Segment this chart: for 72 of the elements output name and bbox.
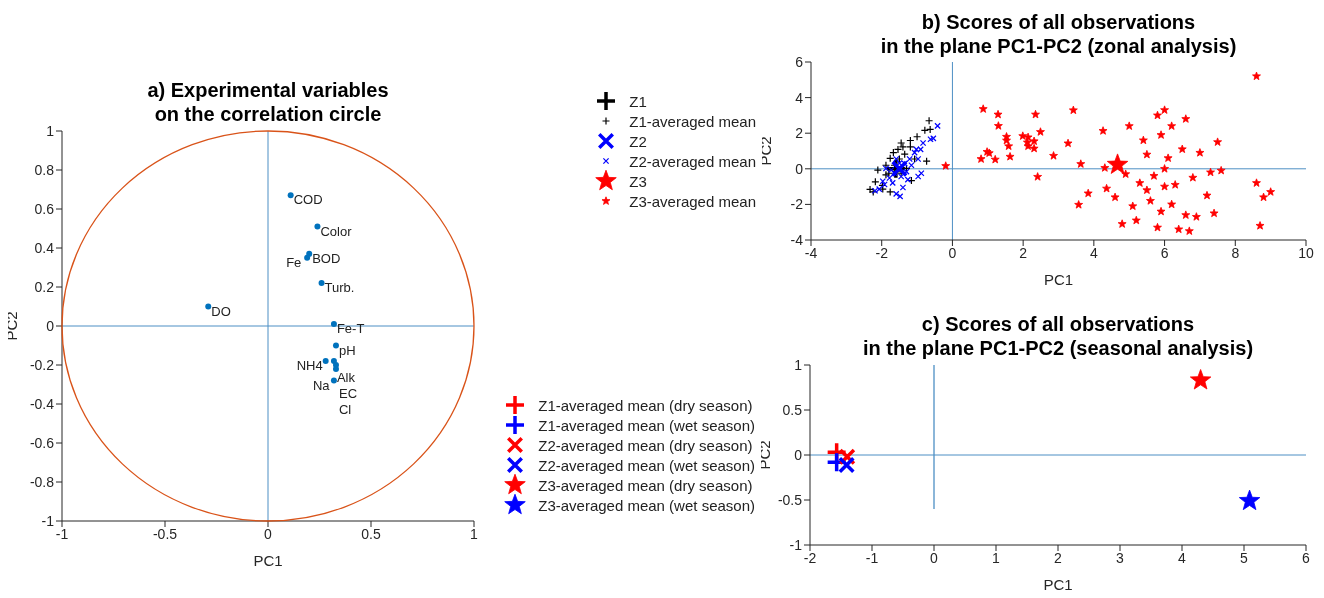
y-tick-label: -4 xyxy=(790,231,804,248)
legend-label: Z2-averaged mean (wet season) xyxy=(538,456,755,474)
legend-label: Z3-averaged mean xyxy=(629,192,756,210)
x-tick-label: 0.5 xyxy=(361,525,381,542)
annotation: Color xyxy=(320,223,353,239)
x-tick-label: 3 xyxy=(1116,549,1125,566)
y-tick-label: -1 xyxy=(41,512,55,529)
annotation: Na xyxy=(312,377,331,393)
x-tick-label: 5 xyxy=(1240,549,1249,566)
x-tick-label: 0 xyxy=(948,244,957,261)
annotation: Fe xyxy=(286,254,302,270)
annotation: Alk xyxy=(336,370,356,386)
x-tick-label: -2 xyxy=(875,244,889,261)
chart-title: a) Experimental variables on the correlation circle xyxy=(147,78,389,126)
x-tick-label: 4 xyxy=(1178,549,1187,566)
x-tick-label: 8 xyxy=(1231,244,1240,261)
x-tick-label: 0 xyxy=(264,525,273,542)
x-axis-title: PC1 xyxy=(1043,271,1074,288)
y-tick-label: 0.2 xyxy=(34,278,55,295)
y-tick-label: 0.8 xyxy=(34,161,55,178)
annotation: COD xyxy=(293,192,323,208)
annotation: Fe-T xyxy=(336,321,365,337)
legend-label: Z3-averaged mean (dry season) xyxy=(538,476,753,494)
annotation: Turb. xyxy=(324,280,355,296)
x-tick-label: -1 xyxy=(865,549,879,566)
legend-label: Z2-averaged mean xyxy=(629,152,756,170)
y-tick-label: 0 xyxy=(794,446,803,463)
annotation: Cl xyxy=(338,401,352,417)
y-tick-label: -0.2 xyxy=(29,356,55,373)
y-tick-label: 1 xyxy=(46,122,55,139)
legend-label: Z2 xyxy=(629,132,647,150)
x-tick-label: 6 xyxy=(1160,244,1169,261)
y-tick-label: -0.6 xyxy=(29,434,55,451)
annotation: NH4 xyxy=(296,358,323,374)
legend-label: Z1-averaged mean (wet season) xyxy=(538,416,755,434)
x-tick-label: 0 xyxy=(930,549,939,566)
x-tick-label: 1 xyxy=(992,549,1001,566)
annotation: DO xyxy=(211,303,231,319)
legend-label: Z1 xyxy=(629,92,647,110)
legend-label: Z3 xyxy=(629,172,647,190)
y-tick-label: -0.8 xyxy=(29,473,55,490)
legend-label: Z3-averaged mean (wet season) xyxy=(538,496,755,514)
legend-label: Z1-averaged mean (dry season) xyxy=(538,396,753,414)
annotation: EC xyxy=(338,386,358,401)
x-axis-title: PC1 xyxy=(1043,576,1073,593)
legend-label: Z2-averaged mean (dry season) xyxy=(538,436,753,454)
y-tick-label: -0.5 xyxy=(777,491,803,508)
legend-label: Z1-averaged mean xyxy=(629,112,756,130)
x-tick-label: 4 xyxy=(1089,244,1098,261)
y-tick-label: 6 xyxy=(795,53,804,70)
y-tick-label: -2 xyxy=(790,196,804,213)
x-tick-label: 2 xyxy=(1019,244,1028,261)
y-tick-label: 0 xyxy=(795,160,804,177)
y-tick-label: -1 xyxy=(789,536,803,553)
chart-title: c) Scores of all observations in the plane PC1-PC2 (seasonal analysis) xyxy=(862,312,1254,360)
chart-title: b) Scores of all observations in the plane PC1-PC2 (zonal analysis) xyxy=(880,10,1237,58)
y-tick-label: 0.4 xyxy=(34,239,55,256)
y-tick-label: -0.4 xyxy=(29,395,55,412)
annotation: pH xyxy=(338,342,356,358)
x-tick-label: 10 xyxy=(1298,244,1314,261)
x-axis-title: PC1 xyxy=(253,552,283,569)
x-tick-label: 2 xyxy=(1054,549,1063,566)
y-tick-label: 0.6 xyxy=(34,200,55,217)
y-tick-label: 1 xyxy=(794,356,803,373)
x-tick-label: 1 xyxy=(470,525,479,542)
y-tick-label: 0 xyxy=(46,317,55,334)
x-tick-label: -0.5 xyxy=(152,525,178,542)
x-tick-label: 6 xyxy=(1302,549,1311,566)
annotation: BOD xyxy=(312,250,341,266)
y-tick-label: 4 xyxy=(795,89,804,106)
y-tick-label: 2 xyxy=(795,125,804,142)
y-tick-label: 0.5 xyxy=(782,401,803,418)
